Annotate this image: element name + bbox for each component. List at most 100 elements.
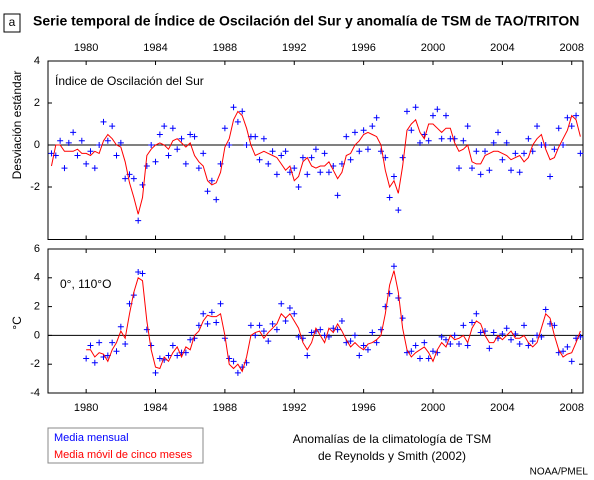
monthly-point <box>390 173 397 180</box>
monthly-point <box>377 148 384 155</box>
monthly-point <box>256 322 263 329</box>
monthly-point <box>434 106 441 113</box>
monthly-point <box>291 310 298 317</box>
monthly-point <box>473 310 480 317</box>
y-axis-label: °C <box>10 316 24 330</box>
monthly-point <box>542 142 549 148</box>
x-tick-label: 1992 <box>282 402 306 414</box>
monthly-point <box>139 270 146 277</box>
monthly-point <box>542 306 549 313</box>
monthly-point <box>278 300 285 307</box>
monthly-point <box>152 369 159 376</box>
monthly-point <box>356 352 363 359</box>
monthly-point <box>169 342 176 349</box>
monthly-point <box>195 165 202 172</box>
monthly-point <box>499 330 506 337</box>
monthly-point <box>109 339 116 346</box>
monthly-point <box>165 352 172 359</box>
monthly-point <box>191 133 198 140</box>
monthly-point <box>334 192 341 199</box>
monthly-point <box>560 142 567 148</box>
monthly-point <box>512 330 519 337</box>
monthly-point <box>87 342 94 349</box>
monthly-point <box>265 160 272 167</box>
panel-annotation: 0°, 110°O <box>60 277 111 291</box>
monthly-point <box>74 152 81 159</box>
monthly-point <box>447 341 454 348</box>
y-tick-label: 4 <box>34 55 40 67</box>
monthly-point <box>429 112 436 119</box>
monthly-point <box>395 207 402 214</box>
monthly-point <box>273 171 280 178</box>
monthly-point <box>334 326 341 333</box>
monthly-point <box>65 139 72 146</box>
monthly-point <box>338 318 345 324</box>
monthly-point <box>416 355 423 362</box>
monthly-point <box>490 139 497 146</box>
monthly-point <box>291 165 298 172</box>
monthly-point <box>135 217 142 224</box>
monthly-point <box>521 150 528 157</box>
monthly-point <box>386 194 393 201</box>
monthly-point <box>187 131 194 138</box>
monthly-point <box>208 177 215 184</box>
monthly-point <box>208 309 215 316</box>
monthly-point <box>469 319 476 326</box>
monthly-point <box>577 150 584 157</box>
monthly-point <box>213 196 220 203</box>
monthly-point <box>200 310 207 317</box>
monthly-point <box>373 339 380 346</box>
monthly-point <box>265 338 272 345</box>
monthly-point <box>226 355 233 362</box>
x-tick-label: 2000 <box>421 402 445 414</box>
monthly-point <box>213 319 220 326</box>
monthly-point <box>551 146 558 153</box>
monthly-point <box>464 123 471 130</box>
monthly-point <box>139 181 146 188</box>
monthly-point <box>117 323 124 330</box>
y-tick-label: 2 <box>34 301 40 313</box>
monthly-point <box>243 142 250 148</box>
x-tick-label: 1980 <box>74 42 98 54</box>
monthly-point <box>551 322 558 329</box>
monthly-point <box>442 336 449 343</box>
monthly-point <box>308 154 315 161</box>
monthly-point <box>364 346 371 353</box>
monthly-point <box>564 114 571 121</box>
monthly-point <box>508 336 515 343</box>
monthly-point <box>521 322 528 329</box>
monthly-point <box>568 123 575 130</box>
legend-entry: Media móvil de cinco meses <box>54 449 193 461</box>
monthly-point <box>113 152 120 159</box>
monthly-point <box>204 320 211 327</box>
monthly-point <box>104 137 111 144</box>
monthly-point <box>351 129 358 136</box>
monthly-point <box>456 165 463 172</box>
x-tick-label: 2000 <box>421 42 445 54</box>
monthly-point <box>486 167 493 174</box>
monthly-point <box>282 148 289 155</box>
monthly-point <box>373 114 380 121</box>
y-tick-label: 0 <box>34 139 40 151</box>
monthly-point <box>117 139 124 146</box>
monthly-point <box>456 341 463 348</box>
monthly-point <box>226 142 233 148</box>
monthly-point <box>564 343 571 350</box>
monthly-point <box>503 139 510 146</box>
monthly-point <box>525 342 532 349</box>
monthly-point <box>525 135 532 142</box>
monthly-point <box>416 139 423 146</box>
monthly-point <box>156 131 163 138</box>
monthly-point <box>48 150 55 157</box>
monthly-point <box>547 173 554 180</box>
monthly-point <box>512 150 519 157</box>
monthly-point <box>516 341 523 348</box>
monthly-point <box>273 326 280 333</box>
monthly-point <box>200 150 207 157</box>
legend-box <box>47 427 204 464</box>
monthly-point <box>547 320 554 327</box>
plot-frame <box>47 248 584 394</box>
monthly-point <box>234 369 241 376</box>
x-tick-label: 1980 <box>74 402 98 414</box>
monthly-point <box>347 156 354 163</box>
